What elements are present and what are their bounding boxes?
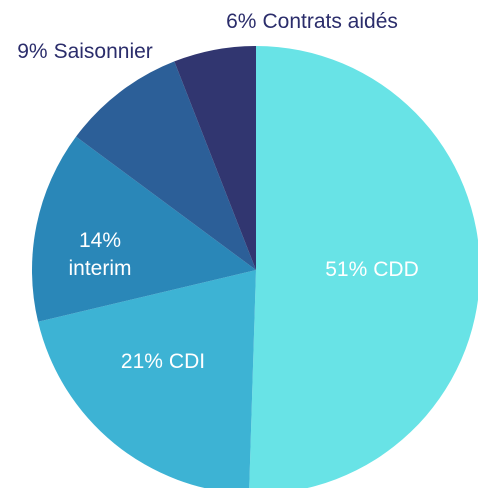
- slice-value-label: 9%: [17, 40, 47, 63]
- slice-category-label: interim: [68, 257, 131, 280]
- pie-slice: [76, 61, 256, 270]
- pie-slice: [31, 136, 257, 322]
- slice-category-label: CDD: [373, 258, 419, 281]
- pie-slice: [38, 270, 256, 488]
- slice-value-label: 21%: [121, 350, 163, 373]
- slice-value-label: 51%: [325, 258, 367, 281]
- slice-category-label: CDI: [169, 350, 205, 373]
- slice-label: 9% Saisonnier: [17, 40, 153, 63]
- slice-value-label: 14%: [79, 229, 121, 252]
- slice-category-label: Saisonnier: [54, 40, 153, 63]
- slice-label: 51% CDD: [325, 258, 419, 281]
- slice-category-label: Contrats aidés: [262, 10, 397, 33]
- pie-slice: [174, 46, 256, 270]
- slice-label: 6% Contrats aidés: [226, 10, 398, 33]
- slice-label: 21% CDI: [121, 350, 205, 373]
- pie-slice: [249, 46, 478, 488]
- slice-value-label: 6%: [226, 10, 256, 33]
- slice-label: 14% interim: [68, 229, 131, 280]
